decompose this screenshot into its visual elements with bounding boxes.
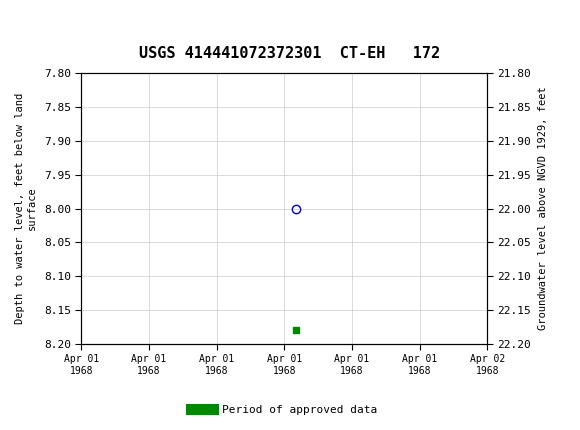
Bar	[5, 4, 42, 47]
Y-axis label: Depth to water level, feet below land
surface: Depth to water level, feet below land su…	[15, 93, 37, 324]
Y-axis label: Groundwater level above NGVD 1929, feet: Groundwater level above NGVD 1929, feet	[538, 87, 548, 330]
Text: USGS 414441072372301  CT-EH   172: USGS 414441072372301 CT-EH 172	[139, 46, 441, 61]
Legend: Period of approved data: Period of approved data	[187, 401, 382, 420]
Text: USGS: USGS	[49, 17, 93, 35]
